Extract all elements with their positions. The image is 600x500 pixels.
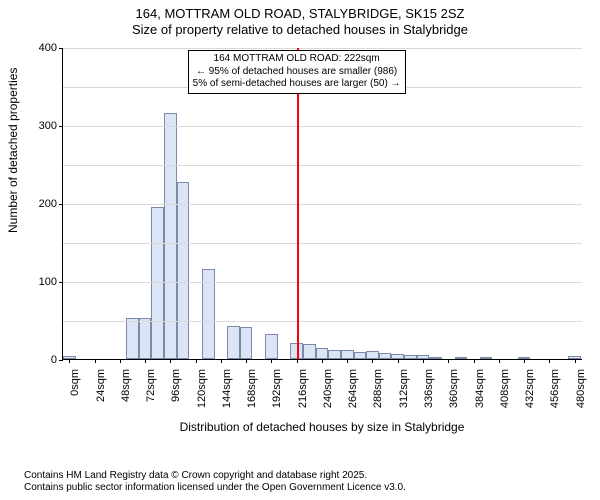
x-tick-label: 24sqm — [95, 363, 107, 402]
histogram-bar — [164, 113, 177, 359]
histogram-bar — [126, 318, 139, 359]
x-tick-label: 96sqm — [170, 363, 182, 402]
x-tick-label: 144sqm — [221, 363, 233, 408]
histogram-bar — [404, 355, 417, 359]
gridline — [63, 48, 582, 49]
x-tick-label: 48sqm — [120, 363, 132, 402]
y-tick-label: 300 — [39, 120, 63, 132]
annotation-line: 5% of semi-detached houses are larger (5… — [193, 78, 401, 91]
footer-line-1: Contains HM Land Registry data © Crown c… — [24, 470, 406, 482]
histogram-bar — [328, 350, 341, 359]
gridline — [63, 126, 582, 127]
x-axis-label: Distribution of detached houses by size … — [62, 420, 582, 434]
chart-area: Number of detached properties 0100200300… — [0, 40, 600, 440]
plot-region: 01002003004000sqm24sqm48sqm72sqm96sqm120… — [62, 48, 582, 360]
x-tick-label: 408sqm — [499, 363, 511, 408]
x-tick-label: 192sqm — [271, 363, 283, 408]
x-tick-label: 336sqm — [423, 363, 435, 408]
histogram-bar — [316, 348, 329, 359]
y-tick-label: 200 — [39, 198, 63, 210]
chart-title: 164, MOTTRAM OLD ROAD, STALYBRIDGE, SK15… — [0, 0, 600, 39]
annotation-line: 164 MOTTRAM OLD ROAD: 222sqm — [193, 53, 401, 66]
gridline — [63, 282, 582, 283]
y-tick-label: 0 — [51, 354, 63, 366]
x-tick-label: 72sqm — [145, 363, 157, 402]
histogram-bar — [139, 318, 152, 359]
footer-attribution: Contains HM Land Registry data © Crown c… — [24, 470, 406, 494]
histogram-bar — [480, 357, 493, 359]
x-tick-label: 120sqm — [196, 363, 208, 408]
title-line-1: 164, MOTTRAM OLD ROAD, STALYBRIDGE, SK15… — [0, 6, 600, 22]
histogram-bar — [379, 353, 392, 359]
histogram-bar — [341, 350, 354, 359]
y-axis-label: Number of detached properties — [6, 68, 20, 233]
histogram-bar — [429, 357, 442, 359]
gridline — [63, 165, 582, 166]
histogram-bar — [240, 327, 253, 359]
x-tick-label: 264sqm — [347, 363, 359, 408]
x-tick-label: 288sqm — [372, 363, 384, 408]
histogram-bar — [455, 357, 468, 359]
gridline — [63, 243, 582, 244]
x-tick-label: 384sqm — [474, 363, 486, 408]
x-tick-label: 0sqm — [69, 363, 81, 396]
x-tick-label: 480sqm — [575, 363, 587, 408]
x-tick-label: 360sqm — [448, 363, 460, 408]
x-tick-label: 216sqm — [297, 363, 309, 408]
y-tick-label: 400 — [39, 42, 63, 54]
gridline — [63, 204, 582, 205]
histogram-bar — [366, 351, 379, 359]
x-tick-label: 240sqm — [322, 363, 334, 408]
annotation-line: ← 95% of detached houses are smaller (98… — [193, 66, 401, 79]
y-tick-label: 100 — [39, 276, 63, 288]
histogram-bar — [354, 352, 367, 359]
title-line-2: Size of property relative to detached ho… — [0, 22, 600, 38]
x-tick-label: 168sqm — [246, 363, 258, 408]
x-tick-label: 456sqm — [549, 363, 561, 408]
gridline — [63, 321, 582, 322]
x-tick-label: 312sqm — [398, 363, 410, 408]
histogram-bar — [177, 182, 190, 359]
annotation-box: 164 MOTTRAM OLD ROAD: 222sqm← 95% of det… — [188, 50, 406, 94]
histogram-bar — [265, 334, 278, 359]
x-tick-label: 432sqm — [524, 363, 536, 408]
footer-line-2: Contains public sector information licen… — [24, 482, 406, 494]
histogram-bar — [227, 326, 240, 359]
marker-line — [297, 48, 299, 359]
histogram-bar — [303, 344, 316, 359]
